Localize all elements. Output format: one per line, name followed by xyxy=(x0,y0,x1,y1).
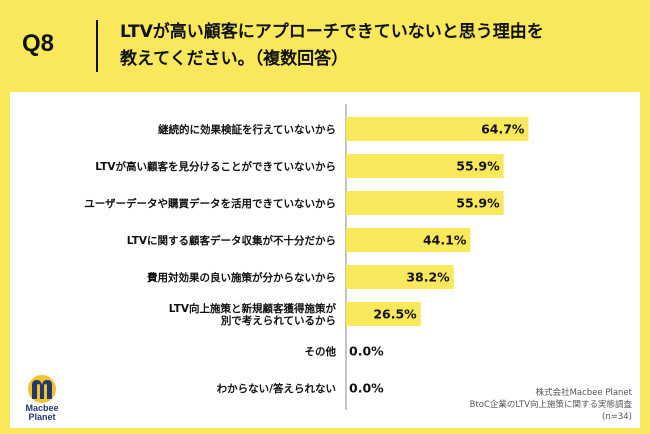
bar-2 xyxy=(346,191,504,215)
value-label-3: 44.1% xyxy=(423,233,467,248)
header: Q8 LTVが高い顧客にアプローチできていないと思う理由を 教えてください。（複… xyxy=(0,0,650,90)
bar-5 xyxy=(346,302,421,326)
value-label-1: 55.9% xyxy=(456,159,500,174)
value-label-0: 64.7% xyxy=(481,122,525,137)
macbee-planet-logo: Macbee Planet xyxy=(12,372,72,428)
value-label-4: 38.2% xyxy=(406,270,450,285)
footnote-company: 株式会社Macbee Planet xyxy=(535,388,632,398)
value-label-2: 55.9% xyxy=(456,196,500,211)
value-label-5: 26.5% xyxy=(373,307,417,322)
chart-panel xyxy=(10,92,640,428)
question-title-line-2: 教えてください。（複数回答） xyxy=(120,49,349,69)
bar-4 xyxy=(346,265,454,289)
question-title: LTVが高い顧客にアプローチできていないと思う理由を 教えてください。（複数回答… xyxy=(120,19,630,73)
bar-3 xyxy=(346,228,471,252)
category-label-6: その他 xyxy=(305,345,337,358)
value-label-7: 0.0% xyxy=(349,381,384,396)
question-number: Q8 xyxy=(22,30,55,57)
logo-wordmark: Macbee Planet xyxy=(12,404,72,422)
category-label-7: わからない/答えられない xyxy=(217,382,336,395)
question-title-line-1: LTVが高い顧客にアプローチできていないと思う理由を xyxy=(120,22,544,42)
bar-1 xyxy=(346,154,504,178)
bar-0 xyxy=(346,117,529,141)
logo-mark-icon xyxy=(28,375,56,403)
category-label-2: ユーザーデータや購買データを活用できていないから xyxy=(84,197,336,210)
logo-text-line-1: Macbee xyxy=(25,403,59,413)
category-label-0: 継続的に効果検証を行えていないから xyxy=(158,123,336,136)
footnote-survey: BtoC企業のLTV向上施策に関する実態調査 xyxy=(469,400,632,410)
category-label-3: LTVに関する顧客データ収集が不十分だから xyxy=(127,234,336,247)
category-label-5-0: LTV向上施策と新規顧客獲得施策が xyxy=(169,302,337,315)
logo-text-line-2: Planet xyxy=(28,412,56,422)
footnote: 株式会社Macbee Planet BtoC企業のLTV向上施策に関する実態調査… xyxy=(470,387,632,423)
footnote-sample-size: (n=34) xyxy=(602,412,632,422)
category-label-5-1: 別で考えられているから xyxy=(220,314,336,327)
value-label-6: 0.0% xyxy=(349,344,384,359)
category-label-4: 費用対効果の良い施策が分からないから xyxy=(147,271,336,284)
category-label-1: LTVが高い顧客を見分けることができていないから xyxy=(95,160,336,173)
header-divider xyxy=(96,20,98,72)
